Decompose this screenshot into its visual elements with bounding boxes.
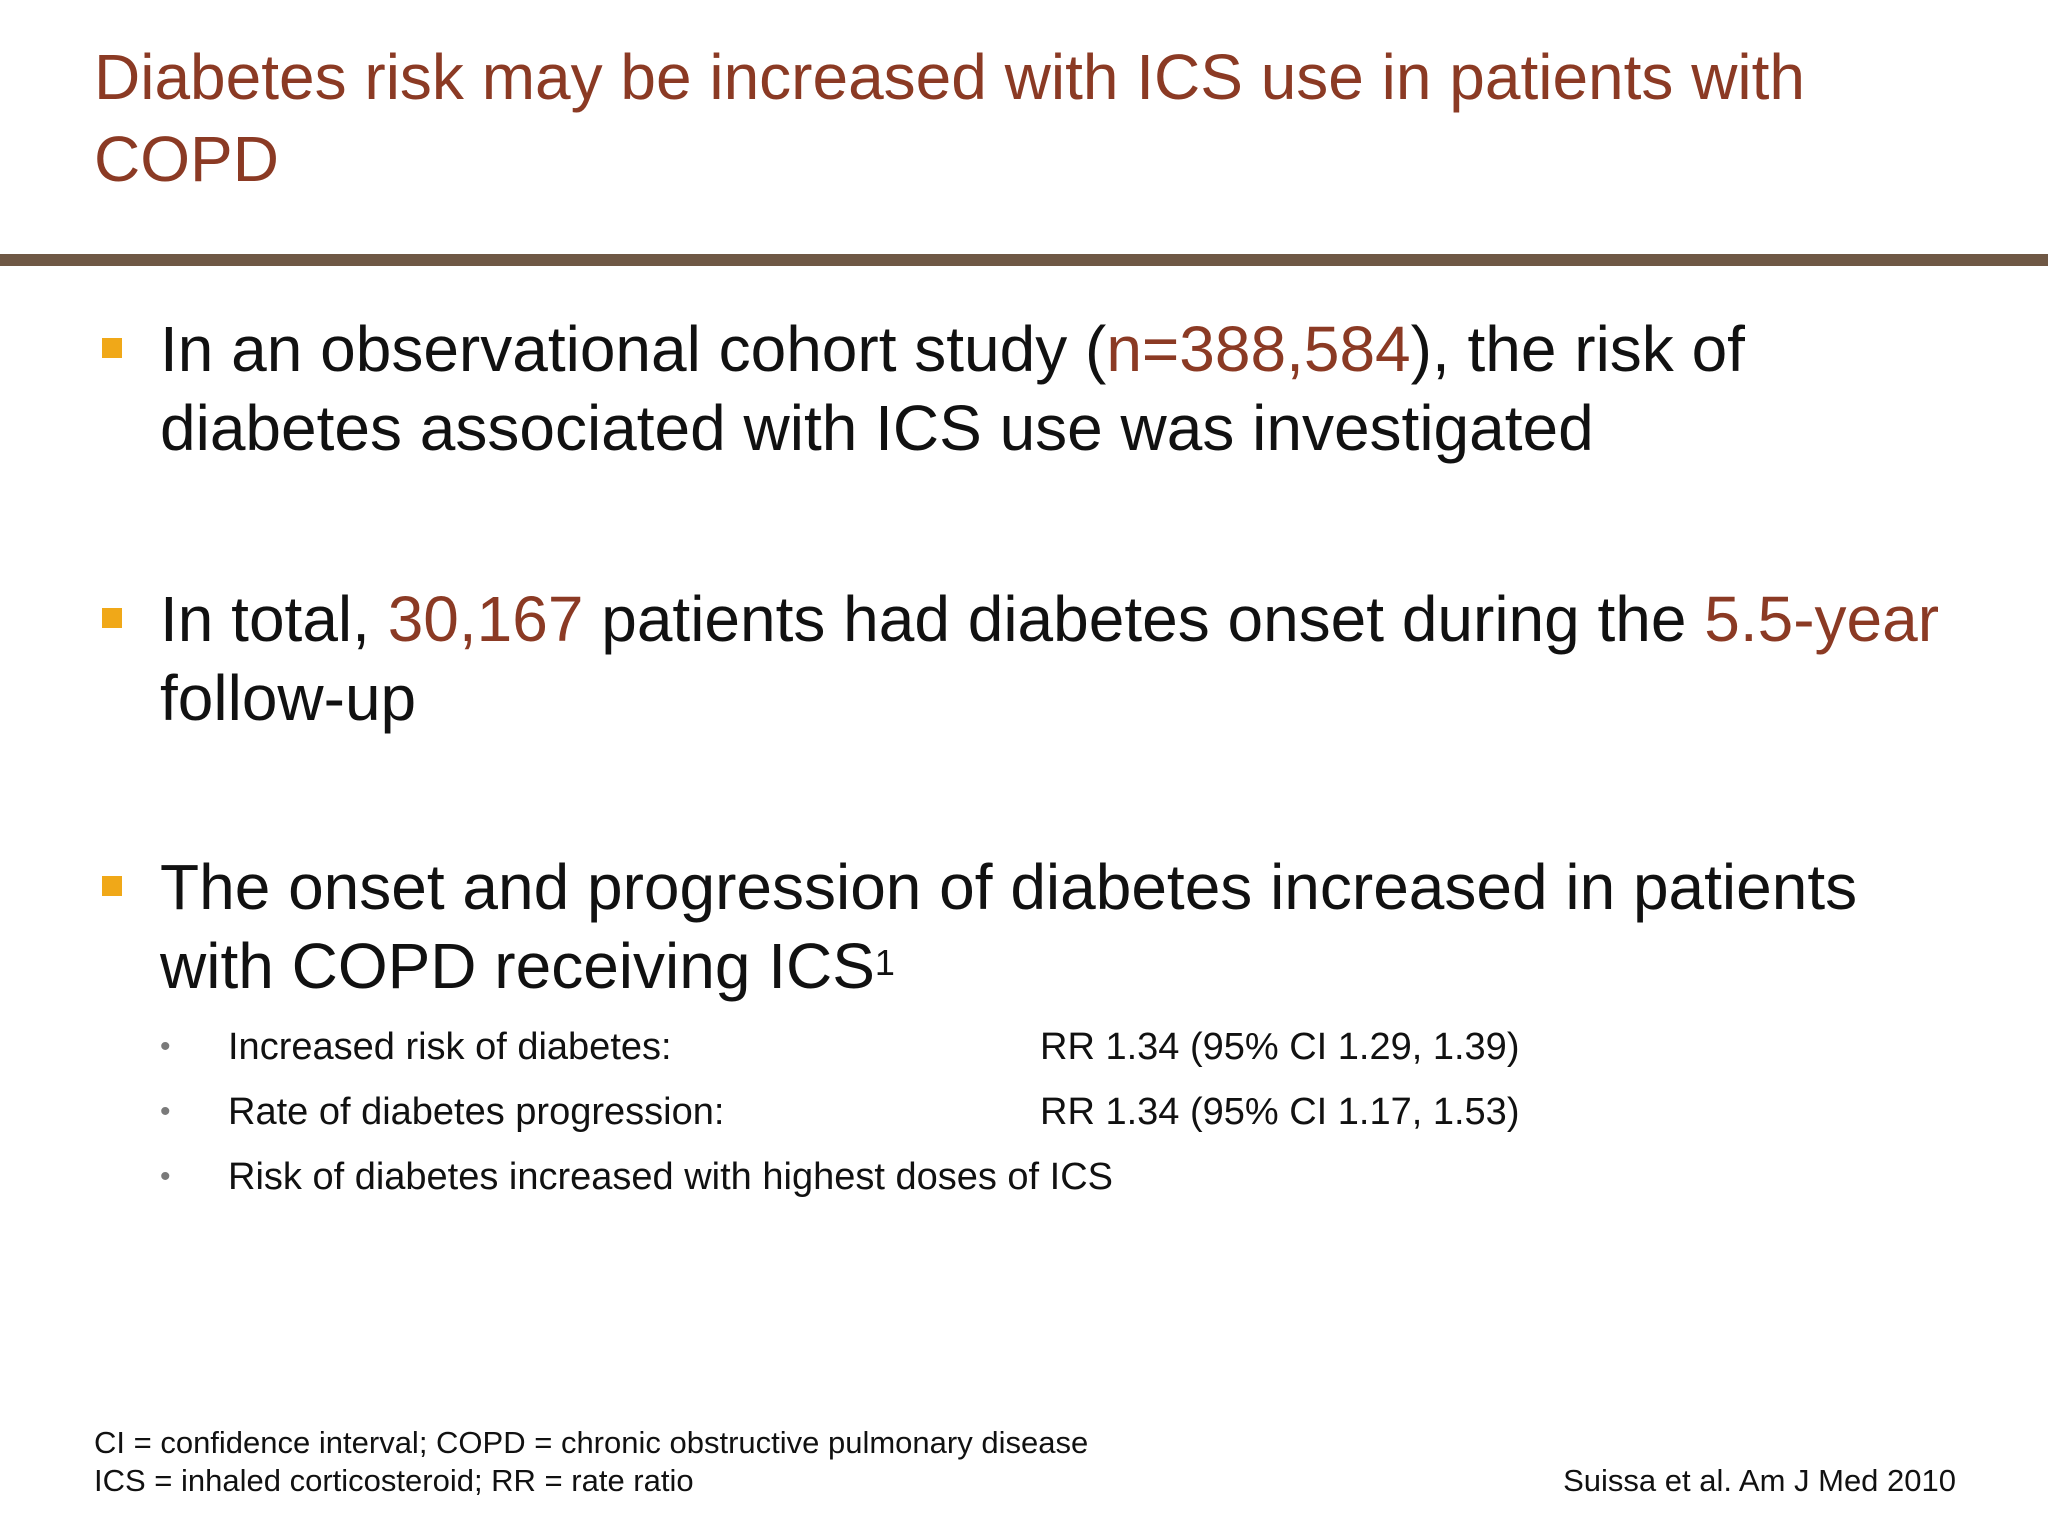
bullet-highlight: 30,167 — [387, 583, 584, 655]
slide-title: Diabetes risk may be increased with ICS … — [94, 41, 1805, 195]
bullet-text: patients had diabetes onset during the — [583, 583, 1705, 655]
bullet-text: The onset and progression of diabetes in… — [160, 851, 1858, 1002]
bullet-onset-progression: The onset and progression of diabetes in… — [102, 848, 1980, 1006]
reference-superscript: 1 — [874, 942, 895, 983]
reference-citation: Suissa et al. Am J Med 2010 — [1563, 1463, 1956, 1498]
bullet-text: In total, — [160, 583, 388, 655]
title-divider — [0, 254, 2048, 266]
sub-bullet-label: Rate of diabetes progression: — [228, 1091, 725, 1133]
bullet-diabetes-onset: In total, 30,167 patients had diabetes o… — [102, 580, 1980, 738]
footnote-line: CI = confidence interval; COPD = chronic… — [94, 1425, 1089, 1460]
bullet-text: ), the risk of diabetes associated with … — [160, 313, 1745, 464]
bullet-text: follow-up — [160, 662, 417, 734]
bullet-highlight: n=388,584 — [1106, 313, 1411, 385]
bullet-highlight: 5.5-year — [1704, 583, 1940, 655]
dot-bullet-icon: • — [160, 1160, 171, 1193]
sub-bullet-value: RR 1.34 (95% CI 1.17, 1.53) — [1040, 1091, 1520, 1133]
bullet-study-design: In an observational cohort study (n=388,… — [102, 310, 1980, 468]
footnotes: CI = confidence interval; COPD = chronic… — [94, 1424, 1088, 1500]
square-bullet-icon — [102, 876, 122, 896]
square-bullet-icon — [102, 338, 122, 358]
sub-bullet-value: RR 1.34 (95% CI 1.29, 1.39) — [1040, 1026, 1520, 1068]
bullet-text: In an observational cohort study ( — [160, 313, 1107, 385]
square-bullet-icon — [102, 608, 122, 628]
sub-bullet-label: Risk of diabetes increased with highest … — [228, 1156, 1114, 1198]
footnote-line: ICS = inhaled corticosteroid; RR = rate … — [94, 1463, 694, 1498]
dot-bullet-icon: • — [160, 1030, 171, 1063]
sub-bullet-label: Increased risk of diabetes: — [228, 1026, 672, 1068]
dot-bullet-icon: • — [160, 1095, 171, 1128]
